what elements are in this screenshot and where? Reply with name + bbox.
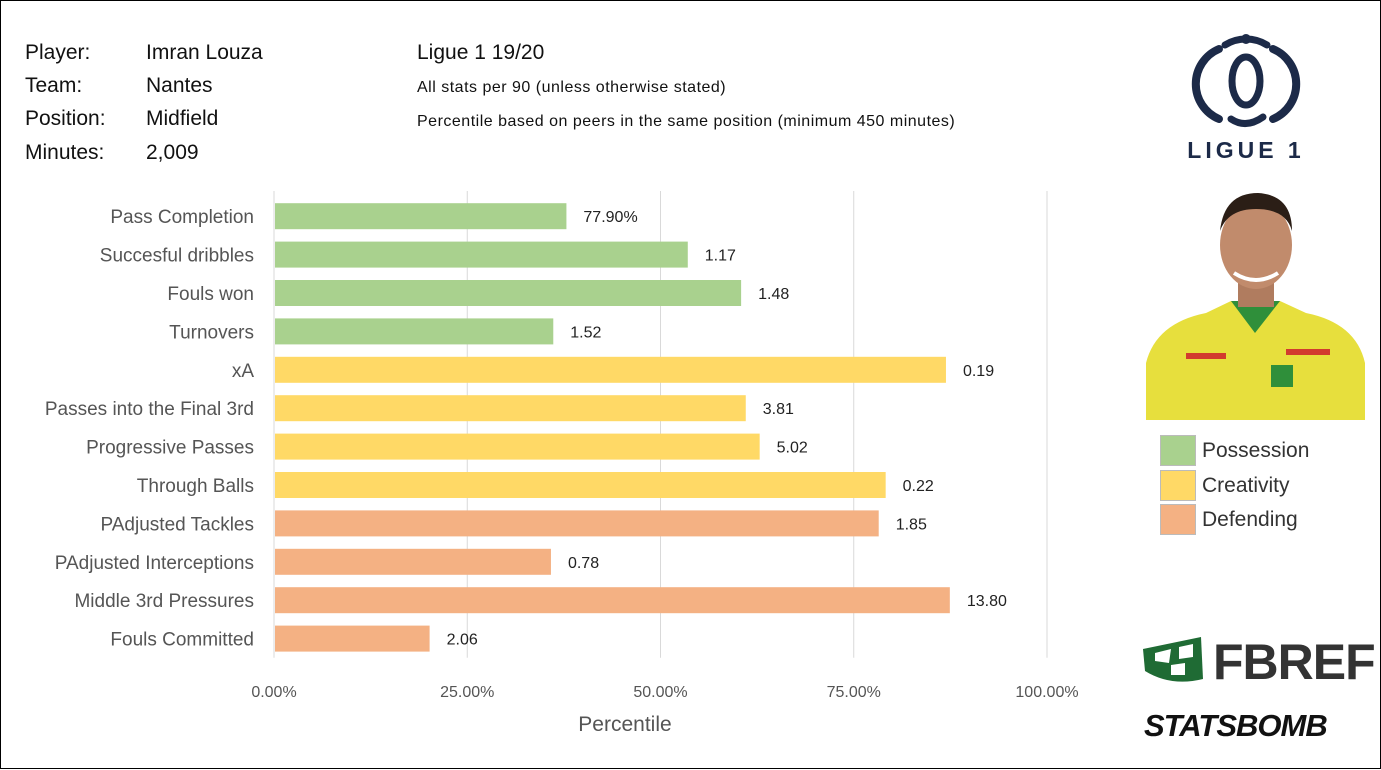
- bar: [275, 433, 760, 460]
- value-label: 77.90%: [583, 209, 637, 226]
- x-tick-label: 100.00%: [1015, 684, 1078, 701]
- fbref-logo: FBREF: [1141, 631, 1376, 691]
- category-label: Progressive Passes: [86, 438, 254, 459]
- info-value: Imran Louza: [146, 41, 263, 64]
- x-tick-label: 0.00%: [251, 684, 296, 701]
- legend-label: Defending: [1202, 508, 1298, 531]
- bar: [275, 548, 551, 575]
- bar: [275, 625, 430, 652]
- season-title: Ligue 1 19/20: [417, 41, 545, 64]
- value-label: 1.52: [570, 324, 601, 341]
- x-axis-label: Percentile: [578, 713, 671, 736]
- bar: [275, 395, 746, 422]
- value-label: 1.17: [705, 248, 736, 265]
- category-label: PAdjusted Interceptions: [55, 553, 254, 574]
- value-label: 0.78: [568, 555, 599, 572]
- bar: [275, 510, 879, 537]
- player-photo: [1146, 173, 1365, 420]
- bar: [275, 472, 886, 498]
- category-label: Succesful dribbles: [100, 246, 254, 267]
- x-tick-label: 75.00%: [827, 684, 881, 701]
- legend-swatch: [1160, 470, 1196, 501]
- per90-note: All stats per 90 (unless otherwise state…: [417, 79, 727, 96]
- info-value: Nantes: [146, 74, 213, 97]
- value-label: 0.19: [963, 363, 994, 380]
- bar: [275, 280, 742, 306]
- category-label: Pass Completion: [110, 207, 254, 228]
- value-label: 13.80: [967, 593, 1007, 610]
- player-photo-illustration: [1146, 193, 1365, 420]
- value-label: 0.22: [903, 478, 934, 495]
- x-tick-labels: 0.00% 25.00% 50.00% 75.00% 100.00%: [251, 684, 1078, 701]
- ligue1-logo: LIGUE 1: [1181, 19, 1311, 164]
- bar: [275, 587, 950, 614]
- value-label: 1.48: [758, 286, 789, 303]
- ligue1-logo-mark: [1191, 34, 1301, 127]
- percentile-note: Percentile based on peers in the same po…: [417, 113, 956, 130]
- category-label: Passes into the Final 3rd: [45, 399, 254, 420]
- statsbomb-wordmark: STATSBOMB: [1144, 708, 1328, 743]
- info-value: 2,009: [146, 141, 199, 164]
- fbref-logo-mark: [1143, 637, 1203, 682]
- legend-swatch: [1160, 504, 1196, 535]
- value-label: 1.85: [896, 516, 927, 533]
- bar: [275, 318, 554, 345]
- category-label: Fouls won: [167, 284, 254, 305]
- value-label: 5.02: [777, 440, 808, 457]
- info-key: Minutes:: [25, 141, 105, 164]
- value-label: 3.81: [763, 401, 794, 418]
- category-label: Through Balls: [137, 476, 254, 497]
- ligue1-wordmark: LIGUE 1: [1187, 137, 1305, 163]
- gridlines: [273, 191, 1048, 658]
- legend-label: Creativity: [1202, 474, 1290, 497]
- fbref-wordmark: FBREF: [1213, 634, 1376, 690]
- category-labels: Pass Completion Succesful dribbles Fouls w…: [45, 207, 254, 650]
- x-tick-label: 25.00%: [440, 684, 494, 701]
- bars: [275, 203, 950, 652]
- category-label: Turnovers: [169, 322, 254, 343]
- bar: [275, 203, 567, 230]
- x-tick-label: 50.00%: [633, 684, 687, 701]
- bar: [275, 356, 946, 383]
- info-key: Player:: [25, 41, 91, 64]
- info-key: Team:: [25, 74, 83, 97]
- info-key: Position:: [25, 107, 106, 130]
- legend-label: Possession: [1202, 439, 1310, 462]
- value-label: 2.06: [447, 632, 478, 649]
- category-label: Middle 3rd Pressures: [74, 591, 254, 612]
- value-labels: 77.90% 1.17 1.48 1.52 0.19 3.81 5.02 0.22 1.85 0.…: [447, 209, 1007, 648]
- legend-swatch: [1160, 435, 1196, 466]
- category-label: Fouls Committed: [110, 630, 254, 651]
- category-label: PAdjusted Tackles: [101, 514, 255, 535]
- category-label: xA: [232, 361, 255, 382]
- statsbomb-logo: STATSBOMB: [1144, 706, 1366, 746]
- bar: [275, 241, 688, 268]
- info-value: Midfield: [146, 107, 219, 130]
